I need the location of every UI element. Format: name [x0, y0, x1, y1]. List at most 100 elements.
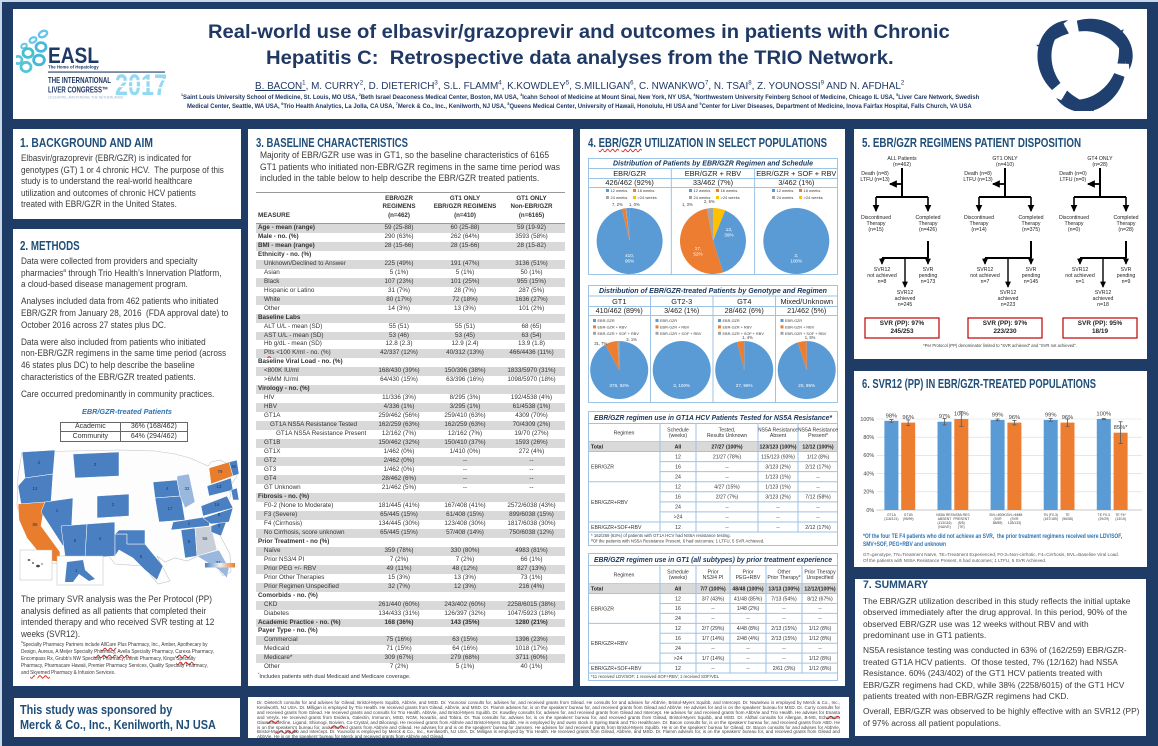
svg-text:>24: >24: [674, 656, 683, 662]
svg-text:16: 16: [675, 606, 681, 612]
svg-text:1/48 (2%): 1/48 (2%): [737, 606, 760, 612]
svg-text:24 weeks: 24 weeks: [777, 195, 794, 200]
svg-text:2, 6%: 2, 6%: [704, 199, 715, 204]
svg-text:410/462 (89%): 410/462 (89%): [596, 306, 643, 315]
svg-text:Prior Therapy: Prior Therapy: [804, 570, 836, 576]
svg-text:12: 12: [675, 485, 681, 491]
svg-text:--: --: [746, 646, 750, 652]
svg-text:1, 3%: 1, 3%: [682, 202, 693, 207]
svg-text:6: 6: [140, 554, 143, 559]
svg-text:--: --: [816, 474, 820, 480]
svg-text:1, 4%: 1, 4%: [742, 335, 753, 340]
svg-text:24: 24: [675, 616, 681, 622]
svg-text:--: --: [816, 505, 820, 511]
svg-text:Completed: Completed: [915, 215, 940, 221]
svg-text:(5/5): (5/5): [958, 521, 965, 525]
svg-text:Prior: Prior: [708, 570, 719, 576]
svg-text:(TE): (TE): [958, 525, 965, 529]
svg-text:21/462 (5%): 21/462 (5%): [787, 306, 826, 315]
svg-text:--: --: [725, 525, 729, 531]
svg-text:19-23 APRIL, AMSTERDAM, THE NE: 19-23 APRIL, AMSTERDAM, THE NETHERLANDS: [48, 96, 124, 100]
svg-text:3,: 3,: [794, 253, 798, 258]
svg-text:ABSENT: ABSENT: [938, 517, 952, 521]
svg-text:--: --: [725, 474, 729, 480]
svg-text:33/462 (7%): 33/462 (7%): [693, 178, 733, 187]
svg-text:SVR: SVR: [1121, 267, 1132, 273]
svg-text:LTFU (n=13): LTFU (n=13): [963, 177, 992, 183]
svg-text:7/13 (54%): 7/13 (54%): [771, 596, 797, 602]
svg-text:EBR/GZR+RBV: EBR/GZR+RBV: [591, 641, 628, 647]
svg-text:--: --: [711, 616, 715, 622]
svg-text:--: --: [711, 666, 715, 672]
svg-text:Schedule: Schedule: [667, 428, 689, 434]
svg-text:24: 24: [675, 474, 681, 480]
svg-text:80%: 80%: [863, 435, 874, 441]
svg-text:--: --: [818, 646, 822, 652]
svg-text:GT4 ONLY: GT4 ONLY: [1087, 156, 1113, 162]
svg-text:2/13 (15%): 2/13 (15%): [771, 626, 797, 632]
svg-text:85: 85: [33, 522, 38, 527]
svg-text:Unspecified: Unspecified: [806, 575, 833, 581]
svg-text:--: --: [782, 656, 786, 662]
svg-text:SVR12: SVR12: [1000, 290, 1017, 296]
svg-text:The Home of Hepatology: The Home of Hepatology: [48, 65, 99, 70]
svg-text:2/48 (4%): 2/48 (4%): [737, 636, 760, 642]
svg-text:(SVR: (SVR: [994, 517, 1003, 521]
svg-text:3/462 (1%): 3/462 (1%): [664, 306, 699, 315]
svg-text:2017: 2017: [115, 69, 167, 102]
svg-text:#Of the patients with NS5A Res: #Of the patients with NS5A Resistance Pr…: [591, 539, 764, 544]
svg-text:Discontinued: Discontinued: [861, 215, 891, 221]
svg-text:NS5A Resistance: NS5A Resistance: [758, 428, 798, 434]
svg-text:3/7 (43%): 3/7 (43%): [702, 596, 725, 602]
svg-text:*Per Protocol (PP) denominator: *Per Protocol (PP) denominator limited t…: [923, 343, 1077, 348]
svg-text:Regimen: Regimen: [614, 430, 635, 436]
svg-text:2/12 (17%): 2/12 (17%): [805, 525, 831, 531]
svg-text:410,: 410,: [625, 253, 634, 258]
svg-text:100%: 100%: [790, 259, 802, 264]
svg-text:4/48 (8%): 4/48 (8%): [737, 626, 760, 632]
svg-text:Schedule: Schedule: [667, 570, 689, 576]
svg-text:>24 weeks: >24 weeks: [638, 195, 657, 200]
svg-text:EBR/GZR + RBV: EBR/GZR + RBV: [685, 169, 742, 178]
svg-text:1/12 (8%): 1/12 (8%): [807, 454, 830, 460]
svg-text:EBR-GZR: EBR-GZR: [598, 319, 615, 323]
svg-text:16: 16: [215, 502, 220, 507]
svg-text:20, 95%: 20, 95%: [798, 383, 815, 388]
svg-text:Other: Other: [778, 570, 791, 576]
svg-text:EBR/GZR regimen use in GT1A HC: EBR/GZR regimen use in GT1A HCV Patients…: [594, 413, 833, 422]
svg-text:123/123 (100%): 123/123 (100%): [760, 445, 797, 451]
svg-text:>24 weeks: >24 weeks: [721, 195, 740, 200]
svg-text:achieved: achieved: [895, 296, 916, 302]
svg-text:GT1B: GT1B: [904, 513, 914, 517]
svg-text:16: 16: [675, 464, 681, 470]
svg-text:1: 1: [75, 568, 78, 573]
svg-text:2/27 (7%): 2/27 (7%): [716, 495, 739, 501]
svg-text:12 weeks: 12 weeks: [611, 188, 628, 193]
svg-text:1: 1: [56, 508, 59, 513]
svg-text:EBR-GZR + RBV: EBR-GZR + RBV: [723, 326, 753, 330]
svg-text:(13/15): (13/15): [1115, 517, 1126, 521]
svg-text:(SVR: (SVR: [1010, 517, 1019, 521]
svg-text:(118/121): (118/121): [884, 517, 898, 521]
svg-text:Distribution of Patients by EB: Distribution of Patients by EBR/GZR Regi…: [613, 159, 814, 168]
svg-text:39%: 39%: [724, 233, 733, 238]
svg-text:96%: 96%: [1062, 415, 1074, 421]
svg-text:98%: 98%: [886, 413, 898, 419]
svg-text:115/123 (93%): 115/123 (93%): [761, 454, 795, 460]
svg-text:99%: 99%: [1045, 412, 1057, 418]
svg-text:27, 96%: 27, 96%: [736, 383, 753, 388]
svg-text:1/123 (1%): 1/123 (1%): [765, 485, 791, 491]
svg-text:LTFU (n=0): LTFU (n=0): [1060, 177, 1087, 183]
svg-text:Therapy: Therapy: [1021, 221, 1040, 227]
svg-text:8: 8: [218, 512, 221, 517]
svg-text:3: 3: [94, 462, 97, 467]
svg-text:7, 2%: 7, 2%: [612, 202, 623, 207]
svg-text:3, 100%: 3, 100%: [673, 383, 690, 388]
svg-text:--: --: [725, 464, 729, 470]
svg-text:17: 17: [168, 506, 173, 511]
svg-text:PRESENT: PRESENT: [953, 517, 969, 521]
svg-text:96%: 96%: [1009, 415, 1021, 421]
svg-text:n=9: n=9: [1122, 279, 1131, 285]
svg-text:Discontinued: Discontinued: [964, 215, 994, 221]
svg-text:12: 12: [675, 666, 681, 672]
